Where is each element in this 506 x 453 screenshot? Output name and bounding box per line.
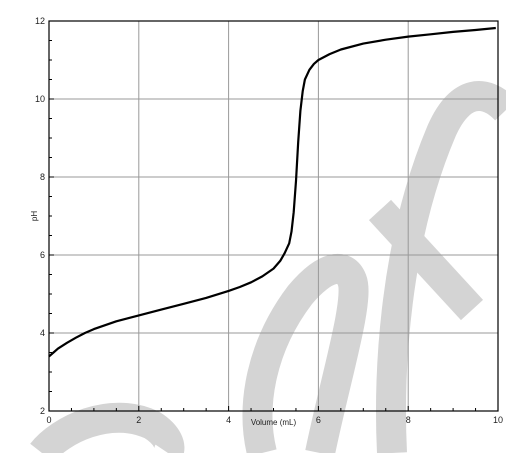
x-axis-label: Volume (mL) (251, 418, 297, 427)
watermark-stroke-0 (30, 402, 185, 453)
watermark (30, 81, 506, 453)
x-tick-label-3: 6 (316, 415, 321, 425)
y-tick-label-1: 4 (40, 328, 45, 338)
watermark-stroke-2 (368, 199, 484, 321)
x-tick-label-0: 0 (46, 415, 51, 425)
watermark-stroke-3 (376, 81, 506, 453)
y-tick-label-4: 10 (35, 94, 45, 104)
y-tick-label-2: 6 (40, 250, 45, 260)
x-tick-labels: 0 2 4 6 8 10 (46, 415, 503, 425)
x-tick-label-2: 4 (226, 415, 231, 425)
minor-ticks (48, 20, 499, 412)
watermark-stroke-1 (242, 253, 369, 453)
y-tick-labels: 2 4 6 8 10 12 (35, 16, 45, 416)
x-tick-label-1: 2 (136, 415, 141, 425)
x-tick-label-5: 10 (493, 415, 503, 425)
grid-lines (49, 21, 498, 411)
x-tick-label-4: 8 (406, 415, 411, 425)
y-tick-label-3: 8 (40, 172, 45, 182)
titration-curve (48, 26, 496, 358)
y-tick-label-5: 12 (35, 16, 45, 26)
y-tick-label-0: 2 (40, 406, 45, 416)
y-axis-label: pH (30, 211, 39, 221)
